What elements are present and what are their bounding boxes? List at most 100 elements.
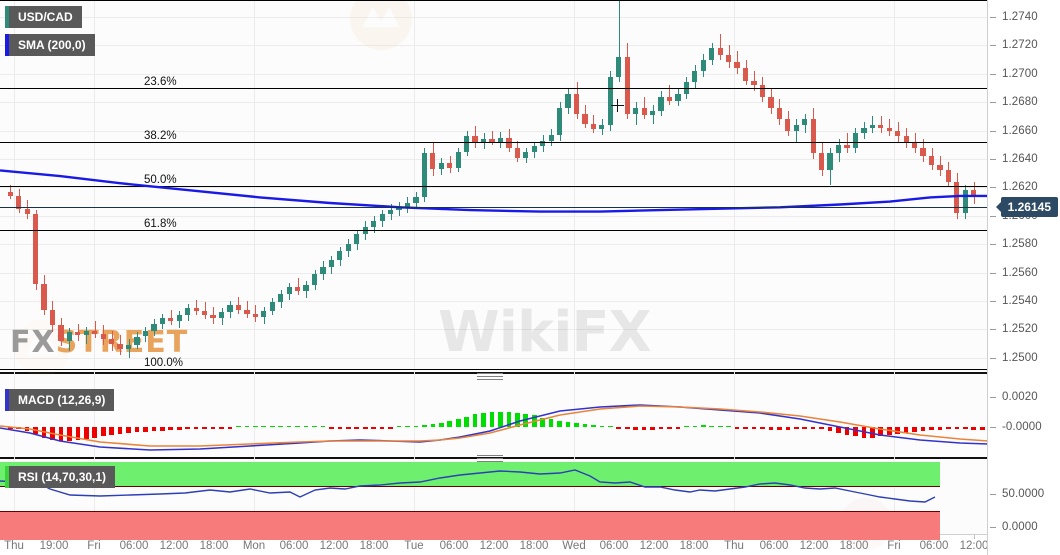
candle-body[interactable] xyxy=(819,153,825,171)
candle-body[interactable] xyxy=(649,110,656,115)
candle-body[interactable] xyxy=(66,332,72,341)
candle-body[interactable] xyxy=(742,68,749,81)
candle-body[interactable] xyxy=(751,80,757,86)
candle-body[interactable] xyxy=(624,56,630,114)
candle-body[interactable] xyxy=(861,127,867,134)
candle-body[interactable] xyxy=(227,305,233,313)
candle-body[interactable] xyxy=(962,190,968,213)
candle-body[interactable] xyxy=(109,339,115,344)
candle-body[interactable] xyxy=(895,130,901,137)
candle-body[interactable] xyxy=(176,315,182,321)
candle-body[interactable] xyxy=(810,119,816,154)
fibonacci-level-line[interactable] xyxy=(0,230,988,231)
candle-body[interactable] xyxy=(844,144,850,148)
candle-body[interactable] xyxy=(413,197,419,204)
symbol-legend[interactable]: USD/CAD xyxy=(5,6,82,28)
candle-body[interactable] xyxy=(793,124,799,131)
candle-body[interactable] xyxy=(252,313,258,317)
candle-body[interactable] xyxy=(7,191,13,196)
candle-body[interactable] xyxy=(759,85,766,97)
candle-body[interactable] xyxy=(540,140,546,147)
macd-legend[interactable]: MACD (12,26,9) xyxy=(5,389,115,411)
candle-body[interactable] xyxy=(218,312,225,319)
candle-body[interactable] xyxy=(244,309,250,314)
candle-body[interactable] xyxy=(269,302,275,311)
candle-body[interactable] xyxy=(32,214,39,284)
candle-body[interactable] xyxy=(565,93,571,108)
candle-body[interactable] xyxy=(886,127,892,131)
candle-body[interactable] xyxy=(404,203,411,208)
candle-body[interactable] xyxy=(675,93,681,101)
candle-body[interactable] xyxy=(869,124,875,128)
candle-body[interactable] xyxy=(472,136,478,144)
candle-body[interactable] xyxy=(971,190,977,196)
candle-body[interactable] xyxy=(692,70,698,83)
candle-body[interactable] xyxy=(320,266,326,275)
candle-body[interactable] xyxy=(83,330,89,336)
candle-body[interactable] xyxy=(235,305,242,310)
candle-body[interactable] xyxy=(633,107,639,114)
candle-body[interactable] xyxy=(387,210,394,215)
candle-body[interactable] xyxy=(210,315,216,319)
candle-body[interactable] xyxy=(92,330,98,334)
candle-body[interactable] xyxy=(134,336,140,346)
candle-body[interactable] xyxy=(438,163,444,169)
candle-body[interactable] xyxy=(523,151,529,158)
candle-body[interactable] xyxy=(202,310,208,316)
candle-body[interactable] xyxy=(193,308,199,311)
candle-body[interactable] xyxy=(548,134,554,141)
candle-body[interactable] xyxy=(616,56,622,77)
candle-body[interactable] xyxy=(709,48,715,60)
candle-body[interactable] xyxy=(455,151,461,168)
pane-resize-handle-macd-rsi[interactable] xyxy=(477,455,503,464)
candle-body[interactable] xyxy=(371,221,377,228)
rsi-legend[interactable]: RSI (14,70,30,1) xyxy=(5,466,116,488)
candle-body[interactable] xyxy=(100,333,106,340)
fibonacci-level-line[interactable] xyxy=(0,0,988,1)
candle-body[interactable] xyxy=(717,48,723,56)
candle-body[interactable] xyxy=(447,163,453,168)
candlestick-series[interactable] xyxy=(0,0,988,372)
candle-body[interactable] xyxy=(878,124,884,128)
pane-resize-handle-price-macd[interactable] xyxy=(477,373,503,382)
candle-body[interactable] xyxy=(185,308,191,316)
candle-body[interactable] xyxy=(159,318,165,324)
candle-body[interactable] xyxy=(58,325,64,341)
candle-body[interactable] xyxy=(41,283,47,310)
candle-body[interactable] xyxy=(514,147,520,158)
candle-body[interactable] xyxy=(311,274,318,286)
candle-body[interactable] xyxy=(734,62,740,69)
candle-body[interactable] xyxy=(920,147,926,157)
fibonacci-level-line[interactable] xyxy=(0,88,988,90)
candle-body[interactable] xyxy=(294,286,301,292)
candle-body[interactable] xyxy=(768,96,774,108)
candle-body[interactable] xyxy=(345,244,351,252)
candle-body[interactable] xyxy=(590,123,597,130)
candle-body[interactable] xyxy=(24,208,30,215)
candle-body[interactable] xyxy=(937,164,943,171)
candle-body[interactable] xyxy=(607,76,613,125)
sma-legend[interactable]: SMA (200,0) xyxy=(5,34,95,56)
candle-body[interactable] xyxy=(142,330,149,337)
candle-body[interactable] xyxy=(286,286,292,294)
candle-body[interactable] xyxy=(835,144,842,154)
candle-body[interactable] xyxy=(328,259,335,267)
candle-body[interactable] xyxy=(954,181,960,213)
candle-body[interactable] xyxy=(785,119,791,131)
candle-body[interactable] xyxy=(827,153,833,171)
candle-body[interactable] xyxy=(776,107,782,120)
candle-body[interactable] xyxy=(573,93,580,114)
candle-body[interactable] xyxy=(117,343,123,350)
candle-body[interactable] xyxy=(151,323,157,331)
candle-body[interactable] xyxy=(16,195,22,209)
candle-body[interactable] xyxy=(421,153,427,198)
candle-body[interactable] xyxy=(700,59,706,71)
candle-body[interactable] xyxy=(911,141,918,148)
candle-body[interactable] xyxy=(641,107,647,115)
price-axis[interactable]: 1.2740 1.2720 1.2700 1.2680 1.2660 1.2640 1.26… xyxy=(987,0,1060,555)
candle-body[interactable] xyxy=(802,119,808,125)
candle-body[interactable] xyxy=(337,251,343,260)
candle-body[interactable] xyxy=(261,310,267,317)
candle-body[interactable] xyxy=(928,156,935,165)
candle-body[interactable] xyxy=(480,139,487,144)
